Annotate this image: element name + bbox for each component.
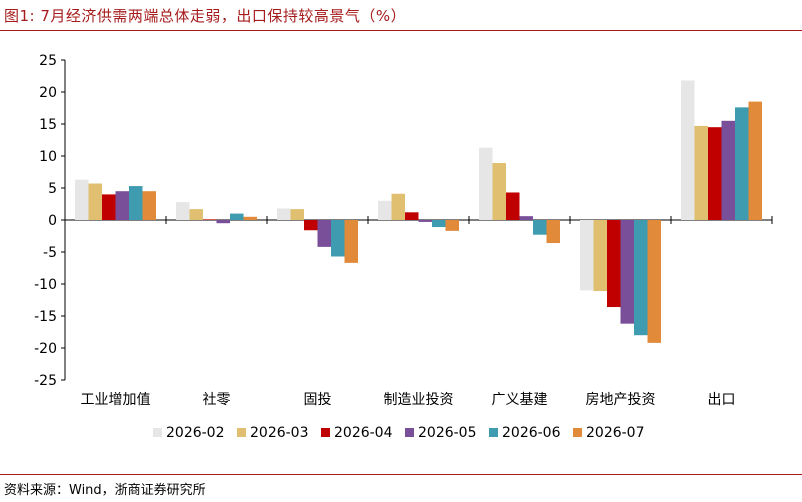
bar <box>344 220 358 263</box>
bar <box>506 192 520 220</box>
bar <box>519 216 533 220</box>
bar <box>479 147 493 220</box>
bar <box>647 220 661 343</box>
legend-swatch <box>573 428 582 437</box>
bar <box>735 107 749 220</box>
x-tick-label: 社零 <box>203 392 231 408</box>
y-tick-label: 15 <box>39 117 57 133</box>
x-tick-label: 出口 <box>708 392 736 408</box>
bar <box>290 209 304 220</box>
legend: 2026-02 2026-03 2026-04 2026-05 2026-06 2026-… <box>153 425 645 441</box>
bar <box>189 209 203 220</box>
bar <box>492 163 506 220</box>
bar <box>277 208 291 220</box>
bar <box>243 216 257 220</box>
legend-label: 2026-07 <box>586 425 645 441</box>
bar <box>317 220 331 247</box>
bar <box>176 202 190 220</box>
legend-label: 2026-02 <box>166 425 225 441</box>
bar <box>432 220 446 228</box>
bar <box>634 220 648 336</box>
x-tick-label: 制造业投资 <box>384 392 454 408</box>
legend-swatch <box>237 428 246 437</box>
bar <box>533 220 547 235</box>
bar <box>580 220 594 291</box>
bar <box>546 220 560 244</box>
axes: -25 -20 -15 -10 -5 0 5 10 15 20 25 工业增加值 社零 固投 制造业投资 广义… <box>34 53 773 408</box>
bars <box>75 80 762 343</box>
bar <box>708 127 722 220</box>
bar <box>216 220 230 224</box>
x-tick-label: 固投 <box>304 392 332 408</box>
y-tick-label: -10 <box>34 277 57 293</box>
x-tick-label: 工业增加值 <box>81 392 151 408</box>
bar <box>115 191 129 220</box>
bar <box>681 80 695 220</box>
bar <box>378 200 392 220</box>
legend-swatch <box>321 428 330 437</box>
y-tick-label: 5 <box>48 181 57 197</box>
bar-chart: -25 -20 -15 -10 -5 0 5 10 15 20 25 工业增加值 社零 固投 制造业投资 广义… <box>34 53 773 441</box>
y-tick-label: 25 <box>39 53 57 69</box>
bar <box>607 220 621 308</box>
bar <box>142 191 156 220</box>
bar <box>230 213 244 220</box>
bar <box>405 212 419 220</box>
y-tick-label: 10 <box>39 149 57 165</box>
bar <box>88 183 102 220</box>
bar <box>391 193 405 220</box>
bar <box>203 219 217 220</box>
bar <box>694 125 708 220</box>
chart-title: 图1: 7月经济供需两端总体走弱，出口保持较高景气（%） <box>4 7 407 25</box>
bar <box>721 120 735 220</box>
legend-swatch <box>489 428 498 437</box>
title-rule <box>0 30 802 31</box>
bar <box>748 101 762 220</box>
source-note: 资料来源：Wind，浙商证券研究所 <box>4 483 206 498</box>
source-rule <box>0 474 802 475</box>
bar <box>129 186 143 220</box>
y-tick-label: 0 <box>48 213 57 229</box>
legend-swatch <box>405 428 414 437</box>
legend-label: 2026-04 <box>334 425 393 441</box>
bar <box>593 220 607 292</box>
bar <box>102 194 116 220</box>
legend-label: 2026-03 <box>250 425 309 441</box>
bar <box>304 220 318 231</box>
y-tick-label: -20 <box>34 341 57 357</box>
y-tick-label: -15 <box>34 309 57 325</box>
bar <box>418 220 432 222</box>
bar <box>75 179 89 220</box>
legend-swatch <box>153 428 162 437</box>
bar <box>445 220 459 231</box>
legend-label: 2026-06 <box>502 425 561 441</box>
y-tick-label: -25 <box>34 373 57 389</box>
y-tick-label: -5 <box>43 245 57 261</box>
x-tick-label: 房地产投资 <box>586 392 656 408</box>
bar <box>331 220 345 257</box>
legend-label: 2026-05 <box>418 425 477 441</box>
bar <box>620 220 634 324</box>
x-tick-label: 广义基建 <box>492 391 548 408</box>
y-tick-label: 20 <box>39 85 57 101</box>
